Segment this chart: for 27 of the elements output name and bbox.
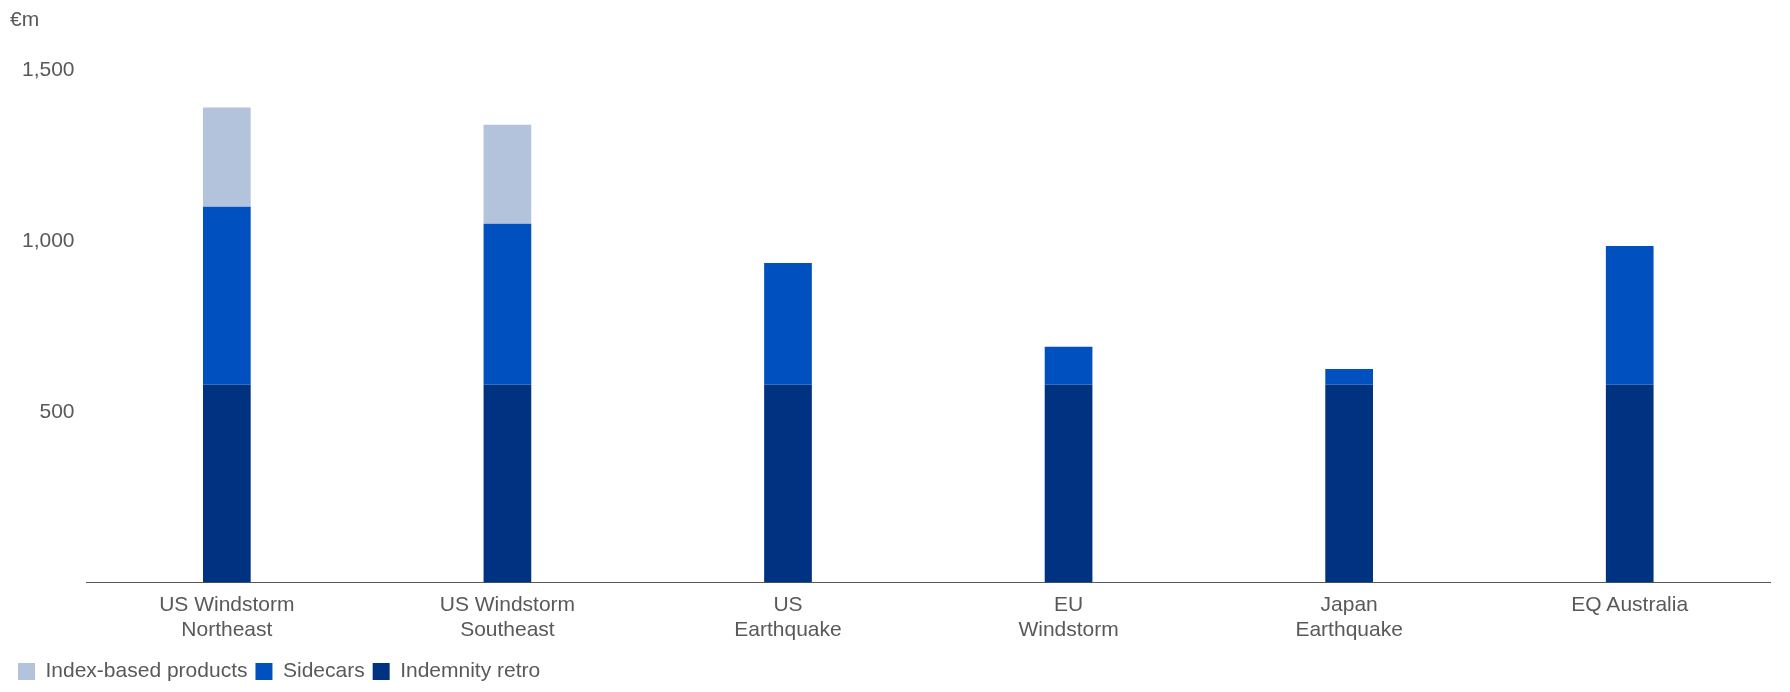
y-tick-label: 1,000 <box>21 227 75 251</box>
y-tick-label: 1,500 <box>21 56 75 80</box>
bar <box>202 384 251 583</box>
bar <box>1044 384 1093 583</box>
bar <box>1605 384 1654 583</box>
bar <box>1325 384 1373 583</box>
bar <box>1605 245 1654 385</box>
x-tick-label: EQ Australia <box>1571 592 1689 615</box>
bar <box>202 206 251 385</box>
legend-label: Index-based products <box>45 658 248 682</box>
x-tick-label: Japan Earthquake <box>1295 592 1403 641</box>
y-tick-label: 500 <box>39 398 75 422</box>
bar <box>1044 346 1093 385</box>
bar <box>483 384 532 583</box>
bar <box>764 384 812 583</box>
x-tick-label: US Windstorm Southeast <box>439 592 576 641</box>
bar <box>483 223 532 385</box>
x-tick-label: US Earthquake <box>734 592 842 641</box>
bar <box>764 263 812 385</box>
legend-label: Indemnity retro <box>400 658 541 682</box>
x-tick-label: US Windstorm Northeast <box>159 592 295 641</box>
legend-label: Sidecars <box>282 658 365 682</box>
y-axis-title: €m <box>10 7 40 31</box>
bar <box>202 107 251 207</box>
bar <box>483 124 532 224</box>
bar <box>1325 369 1373 385</box>
x-tick-label: EU Windstorm <box>1018 592 1119 641</box>
